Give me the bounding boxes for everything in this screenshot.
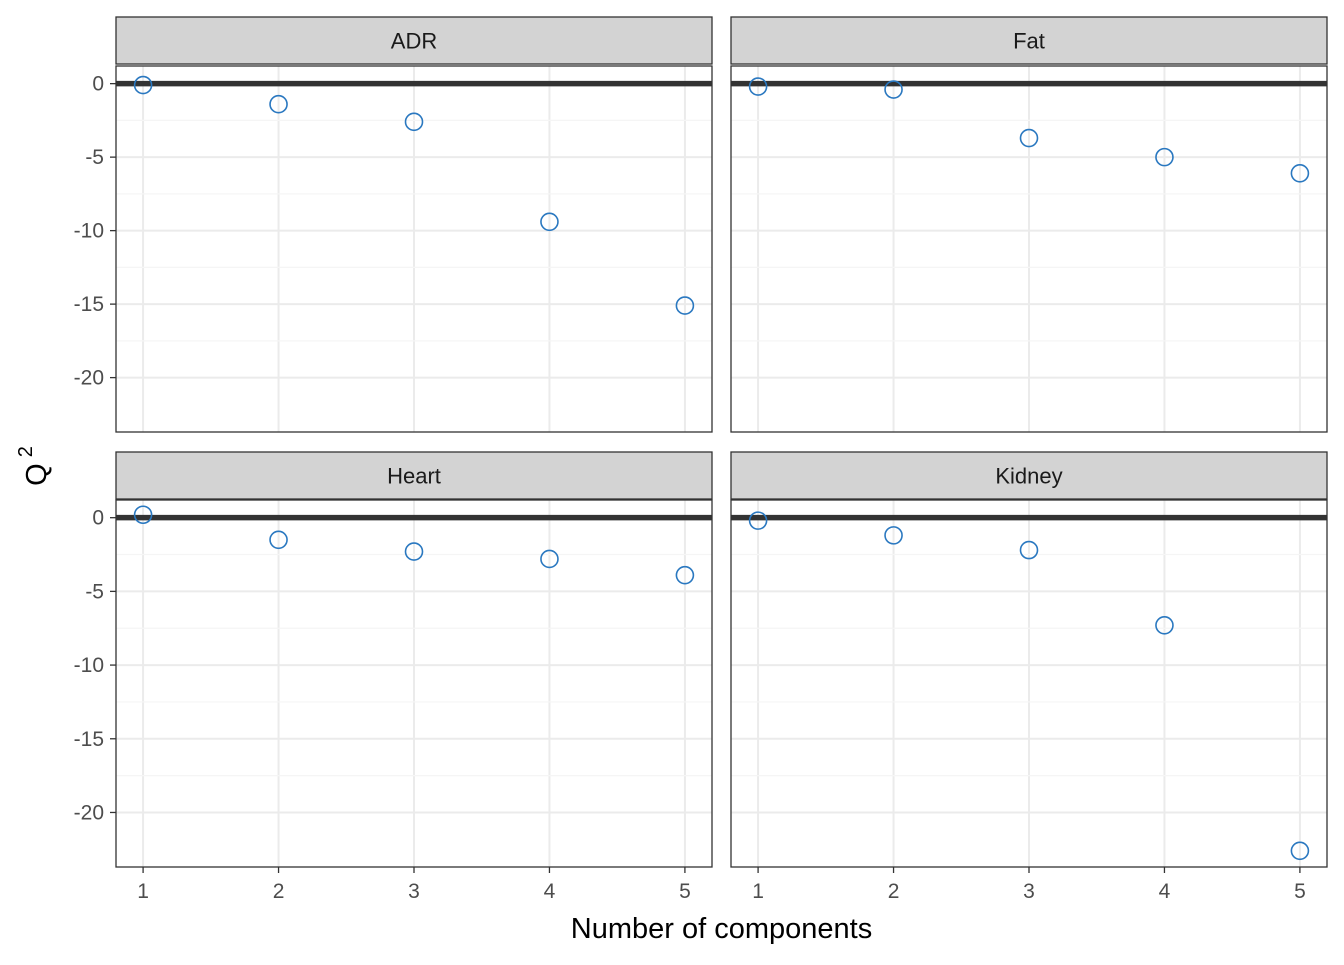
data-point-heart (269, 530, 288, 550)
facet-strip-label-kidney: Kidney (995, 464, 1062, 489)
data-point-heart (404, 542, 424, 561)
y-tick-label: -15 (74, 728, 104, 751)
facet-strip-label-adr: ADR (391, 29, 437, 54)
data-point-fat (884, 80, 903, 99)
y-tick-label: 0 (92, 73, 104, 96)
x-tick-label: 4 (1159, 880, 1171, 903)
data-point-adr (269, 94, 288, 114)
data-point-kidney (1019, 540, 1039, 560)
facet-strip-kidney (730, 451, 1328, 500)
data-point-adr (404, 112, 424, 132)
facet-strip-label-heart: Heart (387, 464, 441, 489)
data-point-kidney (1155, 615, 1174, 635)
y-tick-label: -20 (74, 801, 104, 824)
data-point-adr (133, 75, 153, 95)
data-point-adr (540, 212, 559, 232)
y-tick-label: -10 (74, 220, 104, 243)
data-point-fat (1290, 164, 1310, 183)
x-tick-label: 3 (1023, 880, 1035, 903)
data-point-fat (1155, 147, 1174, 167)
panel-border-adr (115, 65, 713, 433)
x-tick-label: 1 (137, 880, 149, 903)
facet-strip-fat (730, 16, 1328, 65)
x-tick-label: 5 (1294, 880, 1306, 903)
data-point-fat (748, 77, 768, 96)
facet-strip-heart (115, 451, 713, 500)
y-tick-label: -5 (85, 580, 104, 603)
data-point-kidney (1290, 841, 1310, 861)
panel-border-fat (730, 65, 1328, 433)
facet-strip-adr (115, 16, 713, 65)
data-point-kidney (748, 511, 768, 530)
x-tick-label: 2 (888, 880, 900, 903)
y-axis-title-base: Q (21, 463, 53, 486)
x-axis-title: Number of components (571, 913, 872, 945)
data-point-heart (675, 565, 695, 585)
x-tick-label: 2 (273, 880, 285, 903)
facet-strip-label-fat: Fat (1013, 29, 1045, 54)
y-tick-label: -5 (85, 146, 104, 169)
data-point-kidney (884, 526, 903, 545)
y-axis-title: Q2 (15, 446, 53, 486)
y-axis-title-superscript: 2 (15, 446, 37, 457)
x-tick-label: 3 (408, 880, 420, 903)
x-tick-label: 4 (544, 880, 556, 903)
x-tick-label: 1 (752, 880, 764, 903)
y-tick-label: -15 (74, 293, 104, 316)
y-tick-label: 0 (92, 507, 104, 530)
data-point-heart (133, 505, 153, 525)
data-point-fat (1019, 128, 1039, 148)
y-tick-label: -10 (74, 654, 104, 677)
y-tick-label: -20 (74, 367, 104, 390)
x-tick-label: 5 (679, 880, 691, 903)
data-point-adr (675, 296, 695, 315)
data-point-heart (540, 549, 559, 569)
